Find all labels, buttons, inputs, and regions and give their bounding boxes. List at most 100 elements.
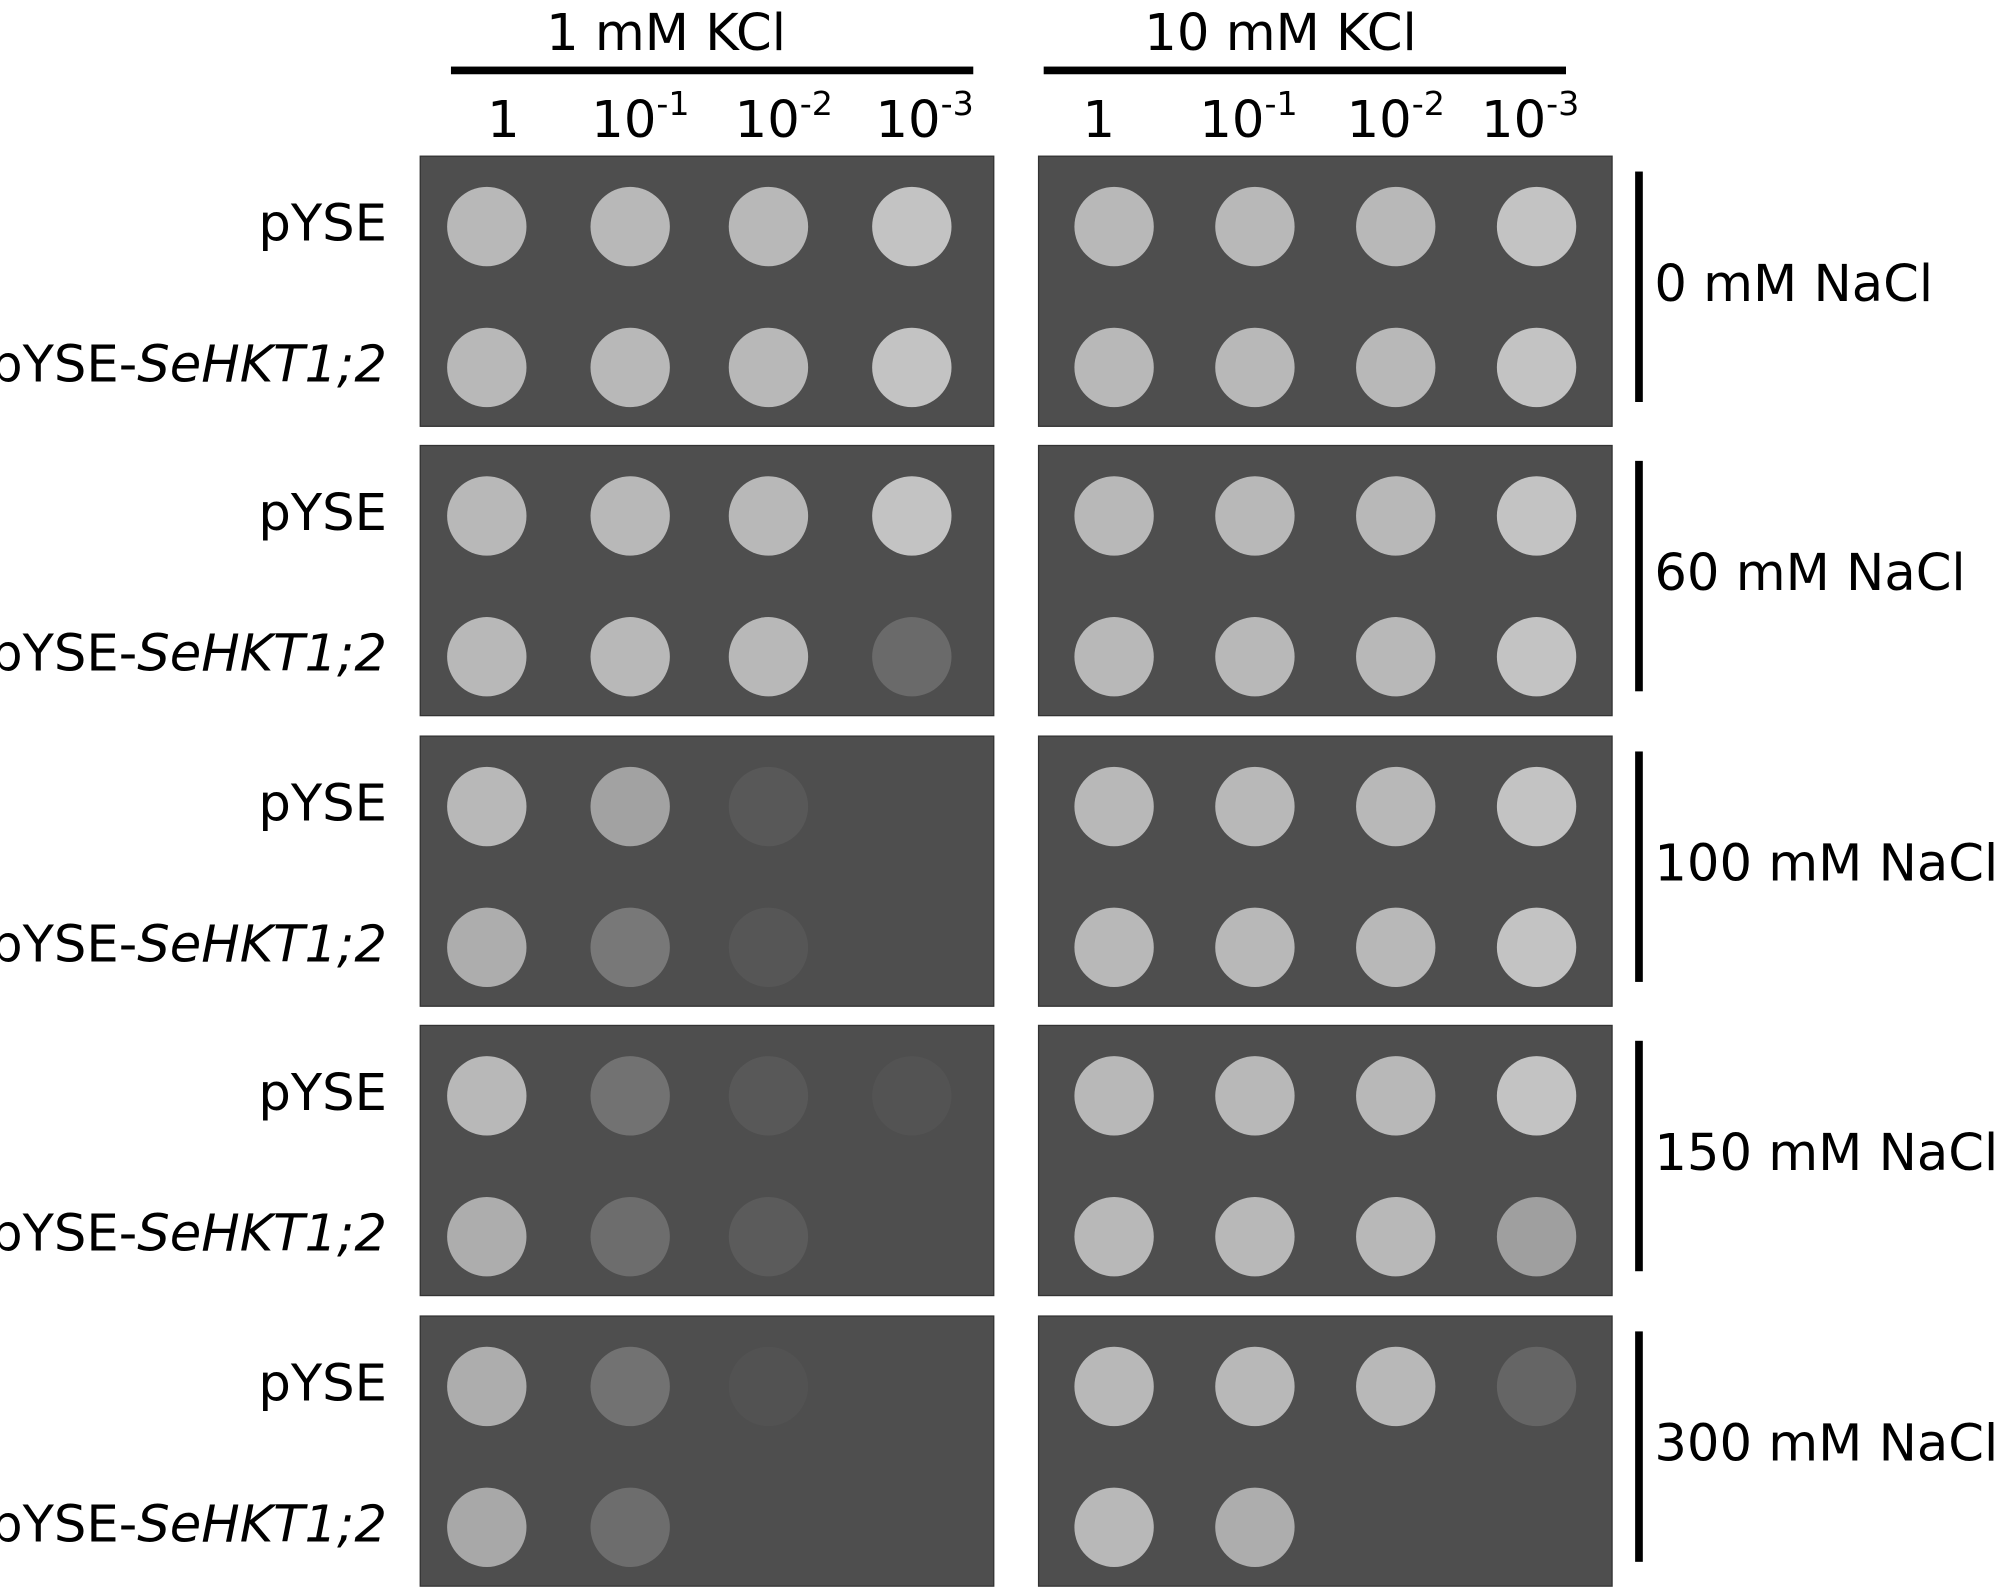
yeast-spot	[872, 327, 952, 408]
yeast-spot	[728, 1056, 809, 1136]
header-bar	[450, 66, 974, 75]
strain-name: pYSE-	[0, 624, 137, 684]
yeast-spot	[1074, 617, 1154, 697]
yeast-spot	[1215, 1056, 1295, 1136]
yeast-spot	[1074, 186, 1154, 267]
dilution-base: 10	[591, 90, 656, 150]
dilution-base: 10	[1347, 90, 1412, 150]
condition-label: 150 mM NaCl	[1654, 1123, 1998, 1183]
yeast-spot	[1496, 766, 1577, 847]
dilution-base: 1	[487, 90, 520, 150]
yeast-spot	[728, 186, 809, 267]
strain-name: pYSE-	[0, 914, 137, 974]
yeast-spot	[1496, 1056, 1577, 1136]
strain-label: pYSE-SeHKT1;2	[0, 1494, 387, 1554]
yeast-spot	[1074, 1346, 1154, 1427]
yeast-spot	[728, 327, 809, 408]
condition-bar	[1635, 751, 1643, 982]
gene-name: SeHKT1;2	[137, 624, 387, 684]
yeast-spot	[447, 1346, 527, 1427]
yeast-spot	[590, 1346, 670, 1427]
yeast-spot	[1356, 1056, 1436, 1136]
yeast-spot	[872, 617, 952, 697]
dilution-label: 10-2	[735, 83, 833, 149]
dilution-base: 10	[1481, 90, 1546, 150]
strain-name: pYSE	[258, 483, 387, 543]
yeast-spot	[1074, 1196, 1154, 1277]
yeast-spot	[1496, 186, 1577, 267]
strain-label: pYSE-SeHKT1;2	[0, 1204, 387, 1264]
dilution-base: 1	[1082, 90, 1115, 150]
yeast-spot	[447, 907, 527, 988]
yeast-spot	[1356, 327, 1436, 408]
yeast-spot	[1496, 1346, 1577, 1427]
yeast-spot	[447, 1487, 527, 1567]
strain-name: pYSE	[258, 1063, 387, 1123]
yeast-spot	[728, 617, 809, 697]
condition-label: 60 mM NaCl	[1654, 543, 1965, 603]
yeast-spot	[1215, 186, 1295, 267]
condition-bar	[1635, 171, 1643, 402]
yeast-spot	[1215, 1346, 1295, 1427]
dilution-label: 1	[487, 90, 520, 150]
yeast-spot	[1215, 1487, 1295, 1567]
yeast-spot	[1496, 617, 1577, 697]
gene-name: SeHKT1;2	[137, 334, 387, 394]
yeast-spot	[590, 327, 670, 408]
yeast-spot	[1215, 766, 1295, 847]
strain-name: pYSE	[258, 194, 387, 254]
yeast-spot	[872, 1056, 952, 1136]
strain-label: pYSE	[258, 1353, 387, 1413]
strain-label: pYSE-SeHKT1;2	[0, 624, 387, 684]
yeast-spot	[1496, 1196, 1577, 1277]
strain-name: pYSE-	[0, 1204, 137, 1264]
dilution-label: 10-2	[1347, 83, 1445, 149]
yeast-spot	[590, 617, 670, 697]
yeast-spot	[728, 1346, 809, 1427]
dilution-label: 10-3	[1481, 83, 1579, 149]
column-header: 1 mM KCl	[546, 3, 786, 63]
yeast-spot	[590, 907, 670, 988]
yeast-spot	[1356, 186, 1436, 267]
yeast-spot	[590, 1056, 670, 1136]
yeast-spot	[590, 476, 670, 556]
dilution-base: 10	[735, 90, 800, 150]
yeast-spot	[1074, 327, 1154, 408]
yeast-spot	[447, 1196, 527, 1277]
yeast-spot	[728, 766, 809, 847]
yeast-spot	[447, 186, 527, 267]
yeast-spot	[447, 327, 527, 408]
yeast-spot	[590, 1196, 670, 1277]
yeast-spot	[447, 766, 527, 847]
yeast-spot	[1074, 907, 1154, 988]
dilution-exponent: -3	[1546, 83, 1579, 122]
yeast-spot	[1356, 1196, 1436, 1277]
yeast-spot	[1215, 1196, 1295, 1277]
strain-name: pYSE-	[0, 334, 137, 394]
dilution-base: 10	[1199, 90, 1264, 150]
yeast-spot	[1356, 476, 1436, 556]
dilution-label: 10-1	[591, 83, 689, 149]
dilution-exponent: -3	[941, 83, 974, 122]
yeast-spot	[1074, 476, 1154, 556]
strain-label: pYSE	[258, 194, 387, 254]
yeast-spot	[447, 617, 527, 697]
yeast-spot	[1496, 327, 1577, 408]
yeast-spot	[728, 476, 809, 556]
yeast-spot	[1215, 617, 1295, 697]
dilution-exponent: -1	[656, 83, 689, 122]
gene-name: SeHKT1;2	[137, 914, 387, 974]
yeast-spot	[1496, 907, 1577, 988]
strain-name: pYSE	[258, 774, 387, 834]
yeast-spot	[728, 1196, 809, 1277]
yeast-spot	[1215, 476, 1295, 556]
dilution-label: 1	[1082, 90, 1115, 150]
condition-label: 0 mM NaCl	[1654, 254, 1933, 314]
yeast-spot	[1496, 476, 1577, 556]
condition-bar	[1635, 1331, 1643, 1562]
yeast-spot	[590, 766, 670, 847]
condition-label: 300 mM NaCl	[1654, 1414, 1998, 1474]
dilution-label: 10-3	[875, 83, 973, 149]
